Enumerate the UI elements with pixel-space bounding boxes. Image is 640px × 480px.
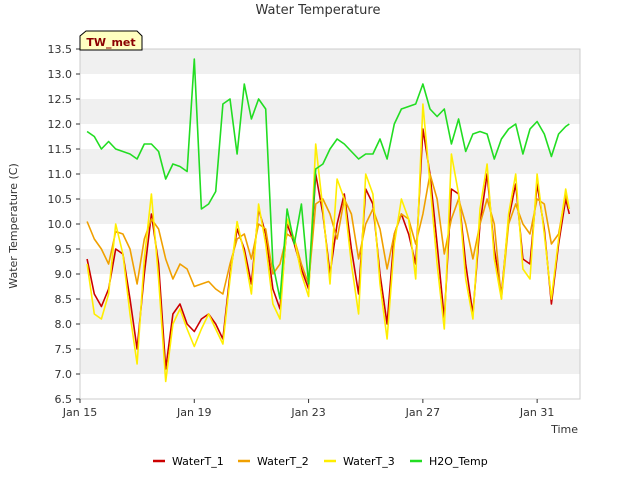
series-line-h2o-temp <box>86 58 570 300</box>
y-tick-label: 7.5 <box>55 343 73 356</box>
y-tick-label: 8.0 <box>55 318 73 331</box>
site-label-box: TW_met <box>79 30 143 51</box>
legend: WaterT_1 WaterT_2 WaterT_3 H2O_Temp <box>153 455 488 468</box>
series-line-watert-3 <box>86 103 571 383</box>
y-tick-label: 13.0 <box>48 68 73 81</box>
y-tick-label: 13.5 <box>48 43 73 56</box>
x-tick-label: Jan 23 <box>290 406 325 419</box>
x-tick-label: Jan 19 <box>176 406 211 419</box>
grid-band <box>80 199 580 224</box>
grid-band <box>80 324 580 349</box>
y-tick-label: 8.5 <box>55 293 73 306</box>
grid-band <box>80 49 580 74</box>
x-tick-label: Jan 15 <box>62 406 97 419</box>
y-tick-label: 10.5 <box>48 193 73 206</box>
grid-band <box>80 99 580 124</box>
y-tick-label: 6.5 <box>55 393 73 406</box>
y-tick-label: 12.5 <box>48 93 73 106</box>
grid-band <box>80 174 580 199</box>
y-axis-ticks: 6.5 7.0 7.5 8.0 8.5 9.0 9.5 10.0 10.5 11.0 11.5 12.… <box>48 43 80 406</box>
grid-band <box>80 124 580 149</box>
x-tick-label: Jan 27 <box>405 406 440 419</box>
y-axis-label: Water Temperature (C) <box>7 163 20 288</box>
y-tick-label: 11.5 <box>48 143 73 156</box>
y-tick-label: 9.5 <box>55 243 73 256</box>
grid-band <box>80 299 580 324</box>
grid-band <box>80 374 580 399</box>
y-tick-label: 10.0 <box>48 218 73 231</box>
legend-label-h2o-temp: H2O_Temp <box>429 455 488 468</box>
x-axis-label: Time <box>550 423 578 436</box>
plot-background <box>80 49 580 399</box>
grid-band <box>80 74 580 99</box>
y-tick-label: 7.0 <box>55 368 73 381</box>
y-tick-label: 12.0 <box>48 118 73 131</box>
legend-label-watert-1: WaterT_1 <box>172 455 224 468</box>
legend-label-watert-3: WaterT_3 <box>343 455 395 468</box>
chart-title: Water Temperature <box>256 3 381 18</box>
series-line-watert-2 <box>86 173 571 300</box>
x-tick-label: Jan 31 <box>519 406 554 419</box>
y-tick-label: 11.0 <box>48 168 73 181</box>
site-label-text: TW_met <box>86 36 135 49</box>
grid-band <box>80 349 580 374</box>
y-tick-label: 9.0 <box>55 268 73 281</box>
legend-label-watert-2: WaterT_2 <box>257 455 309 468</box>
series-lines <box>86 58 571 383</box>
x-axis-ticks: Jan 15 Jan 19 Jan 23 Jan 27 Jan 31 <box>62 399 554 419</box>
grid-band <box>80 149 580 174</box>
site-label-badge <box>79 30 143 51</box>
